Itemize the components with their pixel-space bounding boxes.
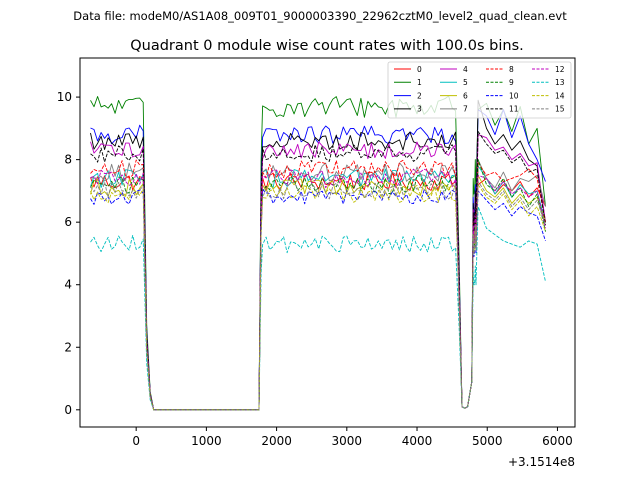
legend-label-5: 5 [463,78,468,87]
legend-label-7: 7 [463,105,468,114]
figure-suptitle: Data file: modeM0/AS1A08_009T01_90000033… [73,9,567,23]
x-axis: 0 1000 2000 3000 4000 5000 6000 [132,427,573,448]
series-line-12 [90,168,546,411]
legend-label-0: 0 [417,65,422,74]
y-tick-label: 2 [64,340,72,354]
legend-label-11: 11 [509,105,519,114]
legend-label-8: 8 [509,65,514,74]
x-tick-label: 2000 [261,434,292,448]
axes-frame [79,57,576,428]
series-line-10 [90,189,546,411]
series-layer [90,95,546,411]
legend-label-4: 4 [463,65,468,74]
x-offset-label: +3.1514e8 [508,455,575,469]
y-tick-label: 0 [64,403,72,417]
legend-label-2: 2 [417,91,422,100]
legend-label-13: 13 [555,78,565,87]
y-tick-label: 8 [64,153,72,167]
y-axis: 0 2 4 6 8 10 [57,90,80,417]
legend-label-6: 6 [463,91,468,100]
legend-label-15: 15 [555,105,565,114]
legend-label-12: 12 [555,65,565,74]
x-tick-label: 0 [132,434,140,448]
y-tick-label: 4 [64,278,72,292]
x-tick-label: 1000 [191,434,222,448]
x-tick-label: 4000 [402,434,433,448]
x-tick-label: 5000 [472,434,503,448]
series-line-13 [90,206,546,411]
legend-label-14: 14 [555,91,565,100]
x-tick-label: 6000 [542,434,573,448]
legend-label-3: 3 [417,105,422,114]
legend-label-9: 9 [509,78,514,87]
legend-box [387,61,572,119]
x-tick-label: 3000 [332,434,363,448]
chart-title: Quadrant 0 module wise count rates with … [130,38,524,54]
y-tick-label: 10 [57,90,72,104]
series-line-14 [90,184,546,411]
legend-label-1: 1 [417,78,422,87]
legend-label-10: 10 [509,91,519,100]
series-line-15 [90,181,546,411]
y-tick-label: 6 [64,215,72,229]
